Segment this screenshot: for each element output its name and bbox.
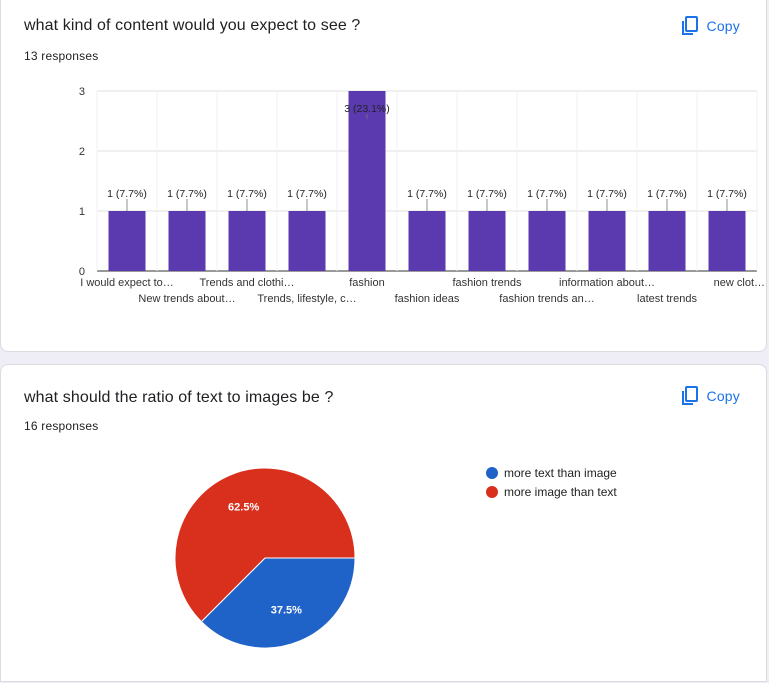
copy-label: Copy (706, 18, 740, 34)
copy-label: Copy (706, 388, 740, 404)
x-tick-label: Trends, lifestyle, c… (257, 293, 356, 305)
data-label: 1 (7.7%) (287, 188, 327, 200)
x-tick-label: fashion (349, 277, 384, 289)
bar (648, 211, 686, 271)
data-label: 3 (23.1%) (344, 103, 390, 115)
x-tick-label: information about… (559, 277, 655, 289)
pie-chart: 37.5% 62.5% more text than image more image… (174, 466, 617, 649)
bar (348, 91, 386, 271)
question-title: what should the ratio of text to images … (24, 389, 334, 406)
x-tick-label: fashion trends an… (499, 293, 594, 305)
data-label: 1 (7.7%) (167, 188, 207, 200)
x-tick-label: fashion trends (452, 277, 522, 289)
bar (168, 211, 206, 271)
question-title: what kind of content would you expect to… (24, 17, 361, 34)
legend-label: more image than text (504, 485, 617, 499)
y-tick-label: 3 (79, 86, 85, 98)
bar-chart: 0 1 2 3 1 (7.7%) I would expect to… 1 (7.7%) Ne… (79, 86, 765, 305)
data-label: 1 (7.7%) (587, 188, 627, 200)
question-card-content: what kind of content would you expect to… (0, 0, 767, 352)
data-label: 1 (7.7%) (527, 188, 567, 200)
question-card-ratio: what should the ratio of text to images … (0, 364, 767, 682)
slice-label: 62.5% (228, 501, 259, 513)
bar (408, 211, 446, 271)
bar (708, 211, 746, 271)
y-tick-label: 2 (79, 146, 85, 158)
copy-button[interactable]: Copy (681, 16, 740, 36)
copy-icon (681, 386, 699, 406)
x-tick-label: I would expect to… (80, 277, 174, 289)
copy-button[interactable]: Copy (681, 386, 740, 406)
copy-icon (681, 16, 699, 36)
pie-slice (174, 467, 356, 623)
bar (228, 211, 266, 271)
data-label: 1 (7.7%) (707, 188, 747, 200)
pie-slice (200, 557, 356, 649)
response-count: 16 responses (24, 419, 99, 433)
x-tick-label: Trends and clothi… (200, 277, 295, 289)
data-label: 1 (7.7%) (407, 188, 447, 200)
data-label: 1 (7.7%) (227, 188, 267, 200)
data-label: 1 (7.7%) (647, 188, 687, 200)
bar (528, 211, 566, 271)
y-tick-label: 1 (79, 206, 85, 218)
x-tick-label: latest trends (637, 293, 697, 305)
x-tick-label: new clot… (714, 277, 765, 289)
legend-label: more text than image (504, 466, 617, 480)
legend-swatch (486, 467, 498, 479)
slice-label: 37.5% (271, 605, 302, 617)
legend-swatch (486, 486, 498, 498)
data-label: 1 (7.7%) (107, 188, 147, 200)
x-tick-label: fashion ideas (395, 293, 460, 305)
response-count: 13 responses (24, 49, 99, 63)
y-tick-label: 0 (79, 266, 85, 278)
bar (468, 211, 506, 271)
bar (288, 211, 326, 271)
data-label: 1 (7.7%) (467, 188, 507, 200)
bar (108, 211, 146, 271)
bar (588, 211, 626, 271)
x-tick-label: New trends about… (138, 293, 235, 305)
